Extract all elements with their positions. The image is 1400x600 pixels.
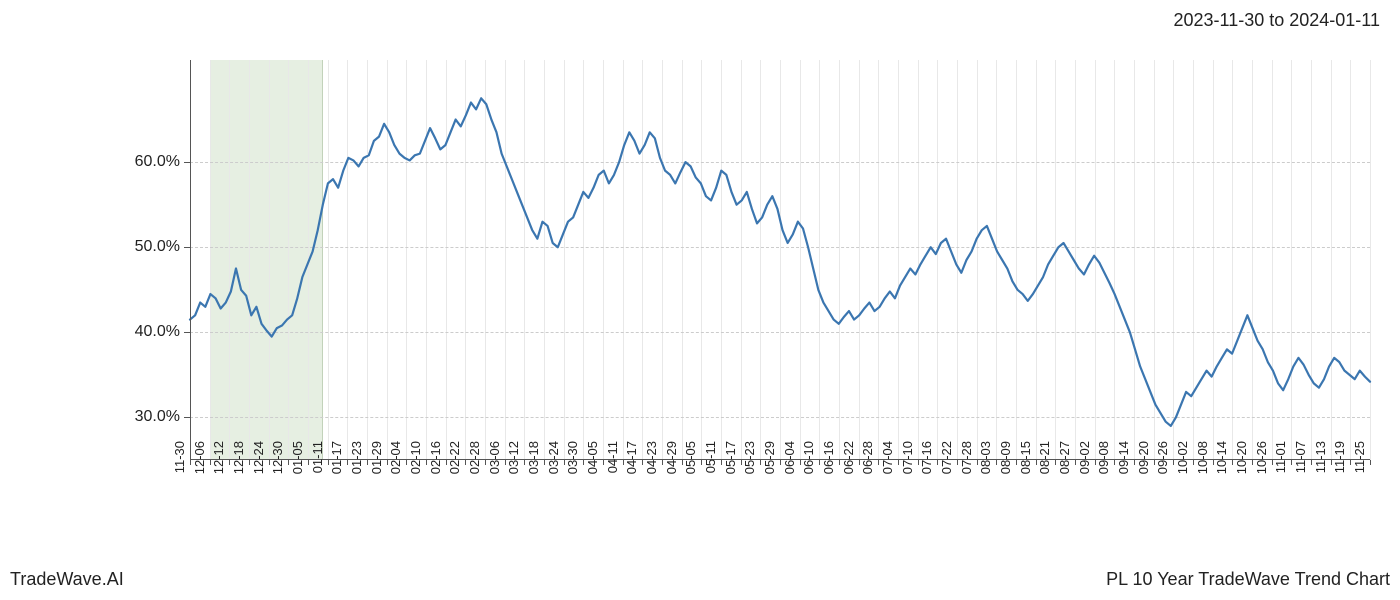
- x-tick-label: 10-26: [1254, 441, 1269, 491]
- x-tick-mark: [1193, 460, 1194, 465]
- x-tick-label: 07-16: [919, 441, 934, 491]
- x-tick-label: 08-15: [1018, 441, 1033, 491]
- y-tick-label: 60.0%: [135, 153, 180, 171]
- series-line: [190, 98, 1370, 426]
- x-tick-label: 06-22: [841, 441, 856, 491]
- x-tick-label: 01-11: [310, 441, 325, 491]
- x-tick-label: 06-28: [860, 441, 875, 491]
- x-tick-label: 04-29: [664, 441, 679, 491]
- x-tick-label: 02-22: [447, 441, 462, 491]
- x-tick-label: 05-05: [683, 441, 698, 491]
- x-tick-label: 02-04: [388, 441, 403, 491]
- x-tick-mark: [957, 460, 958, 465]
- x-tick-mark: [1252, 460, 1253, 465]
- x-tick-mark: [426, 460, 427, 465]
- x-tick-mark: [485, 460, 486, 465]
- x-tick-mark: [898, 460, 899, 465]
- chart-plot-area: 30.0%40.0%50.0%60.0% 11-3012-0612-1212-1…: [190, 60, 1370, 460]
- date-range-label: 2023-11-30 to 2024-01-11: [1174, 10, 1381, 31]
- x-tick-label: 11-25: [1352, 441, 1367, 491]
- x-tick-label: 12-18: [231, 441, 246, 491]
- x-tick-label: 02-16: [428, 441, 443, 491]
- x-tick-label: 10-14: [1214, 441, 1229, 491]
- x-tick-label: 03-24: [546, 441, 561, 491]
- x-tick-label: 07-10: [900, 441, 915, 491]
- footer-brand: TradeWave.AI: [10, 569, 124, 590]
- x-tick-label: 09-14: [1116, 441, 1131, 491]
- x-tick-label: 03-18: [526, 441, 541, 491]
- y-tick-mark: [184, 162, 190, 163]
- x-tick-mark: [780, 460, 781, 465]
- x-tick-mark: [544, 460, 545, 465]
- x-tick-mark: [1016, 460, 1017, 465]
- x-tick-label: 12-06: [192, 441, 207, 491]
- x-tick-label: 07-22: [939, 441, 954, 491]
- x-tick-label: 09-02: [1077, 441, 1092, 491]
- y-tick-mark: [184, 332, 190, 333]
- x-tick-label: 11-01: [1273, 441, 1288, 491]
- x-tick-label: 03-12: [506, 441, 521, 491]
- x-tick-label: 04-17: [624, 441, 639, 491]
- x-tick-label: 10-08: [1195, 441, 1210, 491]
- x-tick-label: 05-17: [723, 441, 738, 491]
- x-tick-label: 01-17: [329, 441, 344, 491]
- x-tick-mark: [662, 460, 663, 465]
- x-tick-mark: [1370, 460, 1371, 465]
- x-tick-label: 08-03: [978, 441, 993, 491]
- x-tick-label: 03-30: [565, 441, 580, 491]
- x-tick-mark: [1134, 460, 1135, 465]
- x-tick-label: 09-26: [1155, 441, 1170, 491]
- y-tick-label: 50.0%: [135, 238, 180, 256]
- x-tick-mark: [308, 460, 309, 465]
- x-tick-label: 02-10: [408, 441, 423, 491]
- line-series: [190, 60, 1370, 460]
- x-tick-label: 12-30: [270, 441, 285, 491]
- x-tick-label: 05-11: [703, 441, 718, 491]
- x-tick-label: 01-23: [349, 441, 364, 491]
- x-tick-mark: [603, 460, 604, 465]
- x-tick-label: 10-02: [1175, 441, 1190, 491]
- x-tick-label: 11-13: [1313, 441, 1328, 491]
- y-tick-label: 40.0%: [135, 323, 180, 341]
- y-tick-mark: [184, 247, 190, 248]
- x-tick-label: 04-05: [585, 441, 600, 491]
- x-tick-mark: [249, 460, 250, 465]
- x-tick-label: 10-20: [1234, 441, 1249, 491]
- x-tick-label: 04-11: [605, 441, 620, 491]
- x-tick-label: 07-28: [959, 441, 974, 491]
- x-tick-mark: [367, 460, 368, 465]
- v-gridline: [1370, 60, 1371, 460]
- x-tick-label: 09-20: [1136, 441, 1151, 491]
- footer-title: PL 10 Year TradeWave Trend Chart: [1106, 569, 1390, 590]
- x-tick-label: 11-19: [1332, 441, 1347, 491]
- x-tick-label: 05-29: [762, 441, 777, 491]
- x-tick-label: 12-24: [251, 441, 266, 491]
- x-tick-label: 07-04: [880, 441, 895, 491]
- x-tick-mark: [1311, 460, 1312, 465]
- x-tick-label: 06-16: [821, 441, 836, 491]
- chart-container: 2023-11-30 to 2024-01-11 30.0%40.0%50.0%…: [0, 0, 1400, 600]
- x-tick-label: 11-30: [172, 441, 187, 491]
- x-tick-label: 01-29: [369, 441, 384, 491]
- x-tick-mark: [721, 460, 722, 465]
- x-tick-label: 08-27: [1057, 441, 1072, 491]
- x-tick-label: 08-09: [998, 441, 1013, 491]
- x-tick-label: 04-23: [644, 441, 659, 491]
- x-tick-label: 02-28: [467, 441, 482, 491]
- x-tick-mark: [190, 460, 191, 465]
- x-tick-label: 08-21: [1037, 441, 1052, 491]
- x-tick-label: 06-04: [782, 441, 797, 491]
- x-tick-label: 05-23: [742, 441, 757, 491]
- x-tick-label: 01-05: [290, 441, 305, 491]
- x-tick-label: 09-08: [1096, 441, 1111, 491]
- x-tick-label: 03-06: [487, 441, 502, 491]
- x-tick-label: 12-12: [211, 441, 226, 491]
- x-tick-mark: [1075, 460, 1076, 465]
- x-tick-label: 11-07: [1293, 441, 1308, 491]
- x-tick-label: 06-10: [801, 441, 816, 491]
- y-tick-mark: [184, 417, 190, 418]
- x-tick-mark: [839, 460, 840, 465]
- y-tick-label: 30.0%: [135, 408, 180, 426]
